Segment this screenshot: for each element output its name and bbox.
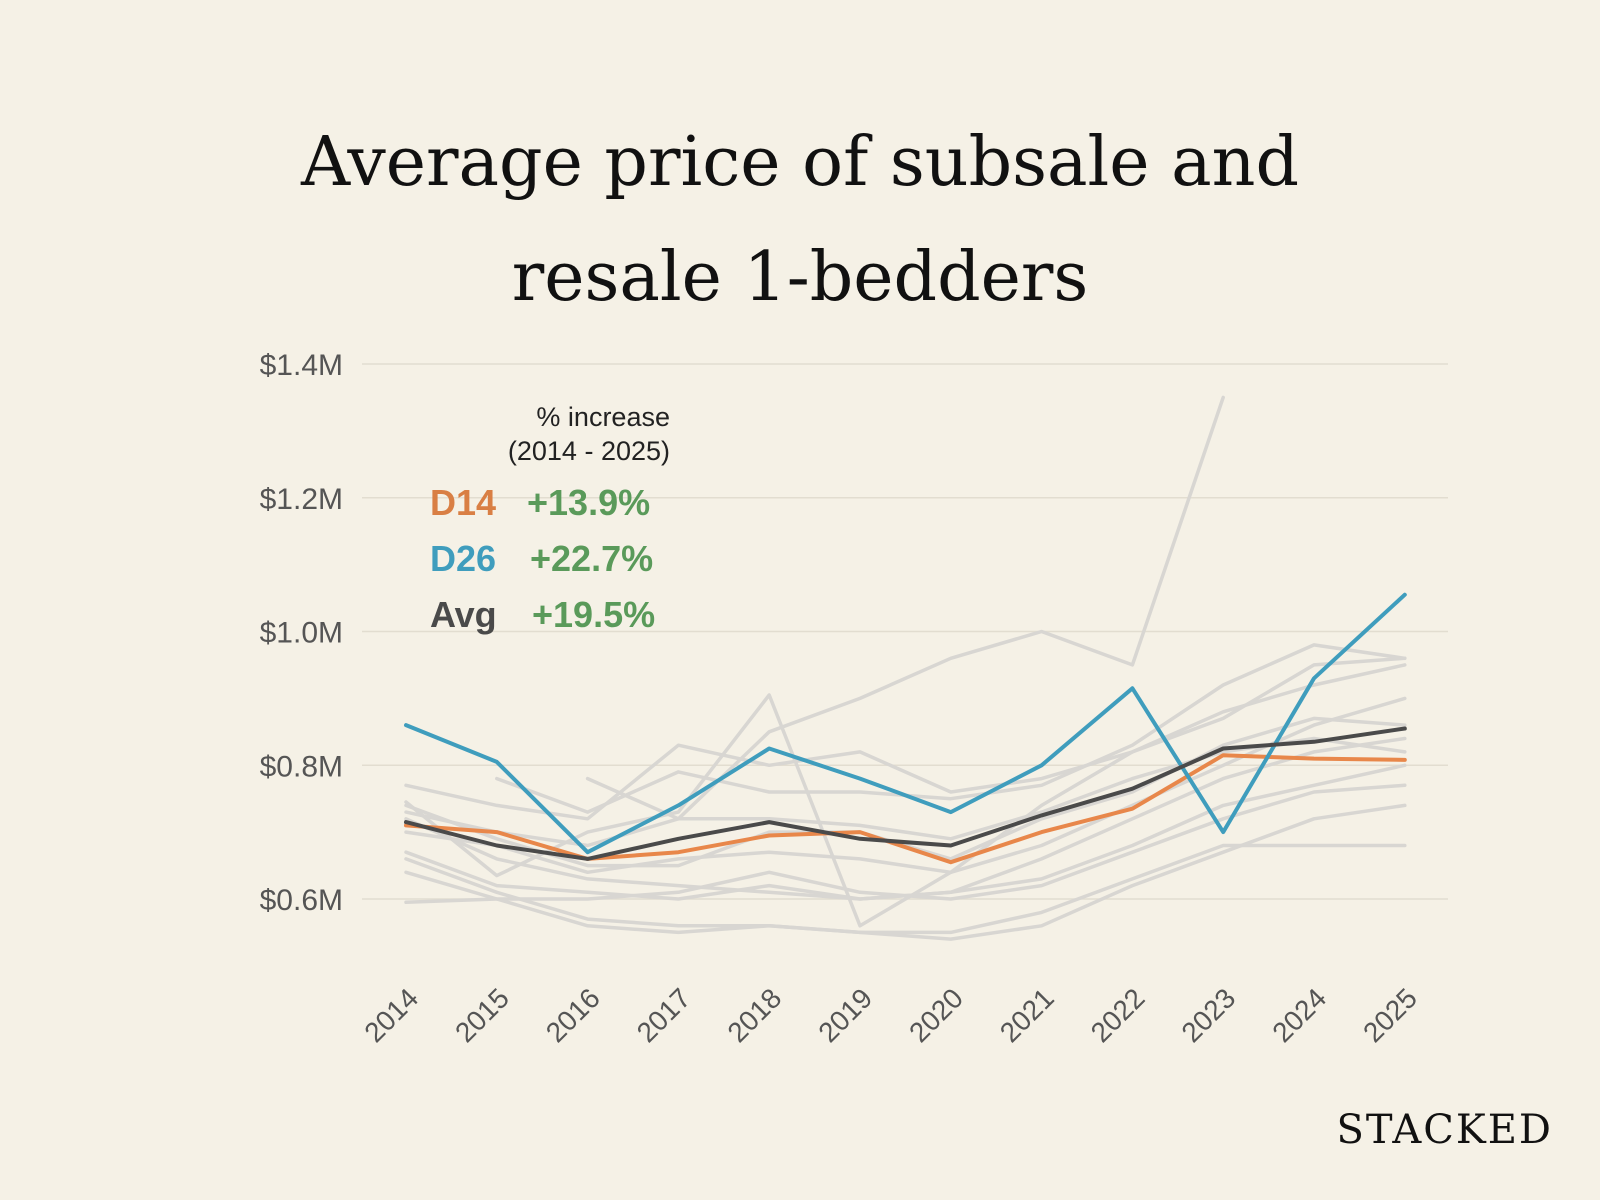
- background-series-line: [404, 736, 1407, 848]
- background-series-line: [404, 656, 1407, 928]
- legend-pct-d14: +13.9%: [527, 482, 650, 523]
- y-tick-label: $0.6M: [260, 884, 343, 917]
- legend-name-d14: D14: [430, 482, 496, 523]
- background-series-line: [404, 803, 1407, 941]
- legend-title-line-1: % increase: [536, 402, 670, 432]
- y-axis-ticks: $0.6M $0.8M $1.0M $1.2M $1.4M: [260, 349, 343, 917]
- chart-title-line-1: Average price of subsale and: [300, 123, 1299, 202]
- x-tick-label: 2020: [903, 982, 969, 1048]
- background-series-line: [404, 783, 1407, 905]
- chart-title-line-2: resale 1-bedders: [512, 238, 1089, 317]
- legend-pct-d26: +22.7%: [530, 538, 653, 579]
- brand-logo: STACKED: [1336, 1107, 1553, 1153]
- legend-pct-avg: +19.5%: [532, 594, 655, 635]
- legend-name-d26: D26: [430, 538, 496, 579]
- y-tick-label: $1.2M: [260, 483, 343, 516]
- y-tick-label: $1.4M: [260, 349, 343, 382]
- y-tick-label: $0.8M: [260, 750, 343, 783]
- background-series-line: [404, 696, 1407, 875]
- x-tick-label: 2019: [812, 982, 878, 1048]
- x-tick-label: 2017: [631, 982, 697, 1048]
- x-tick-label: 2015: [449, 982, 515, 1048]
- series-line-d26: [404, 592, 1407, 855]
- highlight-series: [404, 592, 1407, 865]
- series-line-d14: [404, 753, 1407, 865]
- x-tick-label: 2024: [1266, 982, 1332, 1048]
- x-tick-label: 2016: [540, 982, 606, 1048]
- x-axis-ticks: 2014 2015 2016 2017 2018 2019 2020 2021 2022 2023…: [358, 982, 1423, 1048]
- legend: % increase (2014 - 2025) D14 +13.9% D26 +22…: [430, 402, 670, 635]
- background-series: [404, 395, 1407, 941]
- x-tick-label: 2023: [1175, 982, 1241, 1048]
- series-line-avg: [404, 726, 1407, 861]
- x-tick-label: 2018: [721, 982, 787, 1048]
- legend-name-avg: Avg: [430, 594, 497, 635]
- x-tick-label: 2025: [1357, 982, 1423, 1048]
- y-tick-label: $1.0M: [260, 617, 343, 650]
- x-tick-label: 2021: [994, 982, 1060, 1048]
- background-series-line: [495, 643, 1407, 814]
- legend-title-line-2: (2014 - 2025): [508, 436, 670, 466]
- x-tick-label: 2014: [358, 982, 424, 1048]
- background-series-line: [585, 395, 1225, 821]
- x-tick-label: 2022: [1085, 982, 1151, 1048]
- background-series-line: [404, 663, 1407, 821]
